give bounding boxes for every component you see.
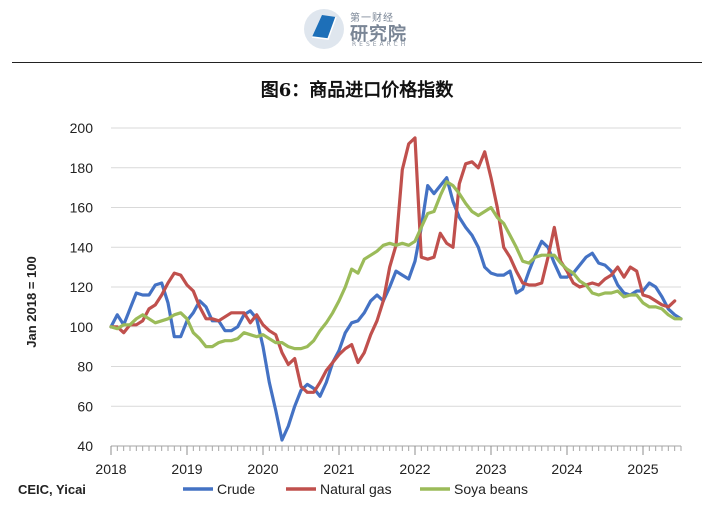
x-tick-label: 2018 — [95, 461, 126, 477]
legend-label-soya-beans: Soya beans — [454, 481, 528, 497]
x-tick-label: 2019 — [171, 461, 202, 477]
legend: Crude Natural gas Soya beans — [183, 481, 528, 497]
header: 第一财经 研究院 RESEARCH — [0, 0, 714, 62]
y-tick-label: 60 — [77, 398, 93, 414]
legend-label-natural-gas: Natural gas — [320, 481, 392, 497]
gridlines — [111, 127, 681, 407]
tick-labels: 40 60 80 100 120 140 160 180 200 2018 2019 2020 2021… — [70, 120, 659, 477]
x-tick-label: 2023 — [475, 461, 506, 477]
series-line-soya-beans — [109, 180, 683, 351]
logo-subtitle: RESEARCH — [352, 41, 409, 48]
y-tick-label: 180 — [70, 160, 94, 176]
x-tick-label: 2021 — [323, 461, 354, 477]
y-tick-label: 160 — [70, 200, 94, 216]
header-divider — [12, 62, 702, 63]
y-tick-label: 40 — [77, 438, 93, 454]
series-line-natural-gas — [109, 136, 677, 394]
x-tick-label: 2025 — [627, 461, 658, 477]
x-tick-label: 2022 — [399, 461, 430, 477]
logo-title: 研究院 — [350, 24, 407, 45]
y-tick-label: 80 — [77, 359, 93, 375]
series-lines — [109, 136, 683, 442]
y-tick-label: 140 — [70, 239, 94, 255]
y-axis-label: Jan 2018 = 100 — [24, 256, 39, 347]
yicai-logo-icon — [304, 9, 344, 49]
axes — [110, 445, 682, 455]
x-tick-label: 2020 — [247, 461, 278, 477]
figure-title: 图6：商品进口价格指数 — [260, 80, 454, 101]
y-tick-label: 100 — [70, 319, 94, 335]
x-tick-label: 2024 — [551, 461, 582, 477]
y-tick-label: 120 — [70, 279, 94, 295]
logo-small-text: 第一财经 — [350, 13, 394, 24]
source-label: CEIC, Yicai — [18, 482, 86, 497]
y-tick-label: 200 — [70, 120, 94, 136]
series-line-crude — [109, 176, 683, 442]
legend-label-crude: Crude — [217, 481, 255, 497]
